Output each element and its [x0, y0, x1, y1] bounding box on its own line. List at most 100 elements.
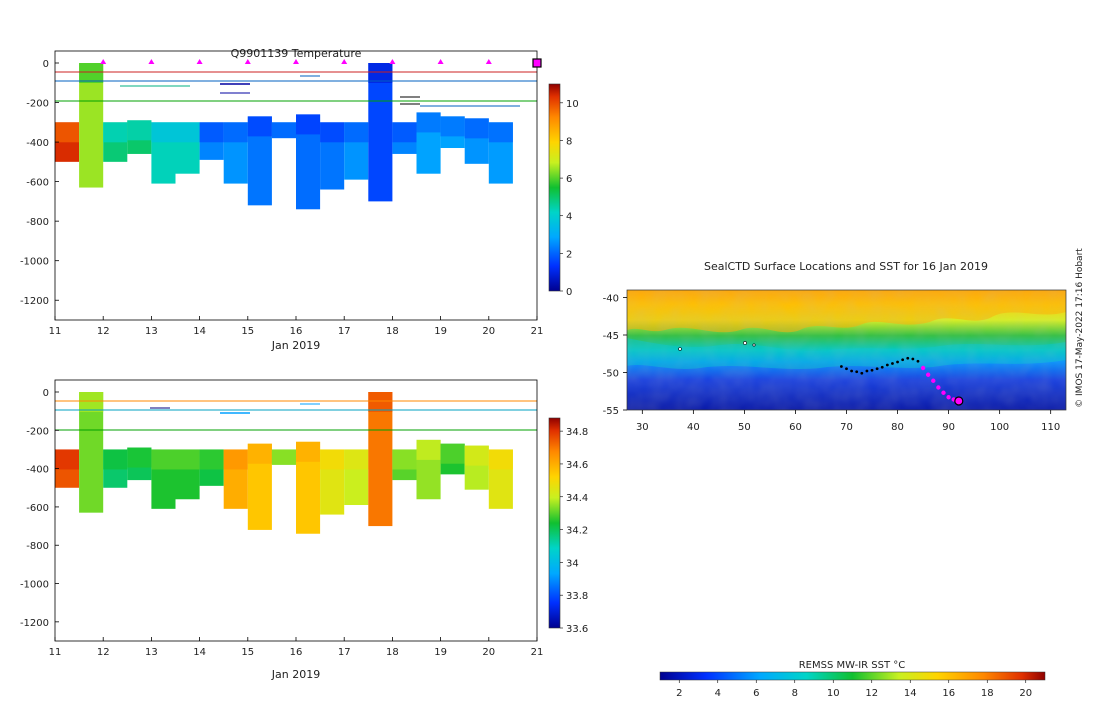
track-point [880, 365, 884, 369]
island [743, 341, 747, 345]
colorbar-tick-label: 34.6 [566, 460, 588, 471]
track-point [850, 369, 854, 373]
profile-cell-band [440, 116, 465, 137]
temperature-profiles [55, 63, 513, 210]
salinity-axes: 0 -200 -400 -600 -800 -1000 -1200 11 12 13 14 15 16 1… [20, 379, 543, 658]
y-tick-label: -400 [26, 138, 49, 149]
temperature-title: Q9901139 Temperature [231, 47, 362, 60]
y-tick-label: -800 [26, 541, 49, 552]
track-point-recent [931, 378, 936, 383]
y-tick-label: -400 [26, 465, 49, 476]
x-tick-label: 16 [290, 326, 303, 337]
temperature-thin-lines [55, 71, 537, 107]
map-x-tick-label: 70 [840, 422, 853, 433]
profile-cell-band [127, 120, 152, 141]
y-tick-label: -200 [26, 99, 49, 110]
profile-marker [148, 59, 155, 64]
profile-cell-band [344, 449, 369, 470]
profile-cell [79, 392, 104, 513]
profile-cell-band [223, 122, 248, 143]
y-tick-label: -200 [26, 426, 49, 437]
salinity-thin-lines [55, 400, 537, 431]
x-tick-label: 17 [338, 647, 351, 658]
map-x-tick-label: 100 [990, 422, 1009, 433]
x-tick-label: 18 [386, 647, 399, 658]
track-point-recent [920, 365, 926, 371]
profile-marker [100, 59, 107, 64]
x-tick-label: 13 [145, 647, 158, 658]
track-point-recent [936, 385, 941, 390]
sst-colorbar-tick-label: 16 [942, 688, 955, 699]
profile-markers [100, 58, 542, 68]
colorbar-tick-label: 0 [566, 287, 572, 298]
colorbar-tick-label: 34.8 [566, 427, 588, 438]
track-point [870, 368, 874, 372]
x-tick-label: 21 [531, 326, 544, 337]
x-tick-label: 12 [97, 647, 110, 658]
y-tick-label: -1000 [20, 580, 49, 591]
track-point [896, 360, 899, 364]
colorbar-tick-label: 34.2 [566, 526, 588, 537]
x-tick-label: 13 [145, 326, 158, 337]
x-tick-label: 16 [290, 647, 303, 658]
island [752, 343, 756, 347]
profile-cell-band [416, 112, 441, 133]
x-tick-label: 12 [97, 326, 110, 337]
profile-cell-band [103, 449, 128, 470]
profile-marker [196, 59, 203, 64]
sst-colorbar-tick-label: 6 [753, 688, 759, 699]
colorbar-tick-label: 10 [566, 99, 579, 110]
salinity-profiles [55, 392, 513, 534]
profile-cell-band [247, 116, 272, 137]
map-x-tick-label: 90 [942, 422, 955, 433]
x-tick-label: 14 [193, 647, 206, 658]
temperature-xlabel: Jan 2019 [271, 339, 320, 352]
x-tick-label: 11 [49, 647, 62, 658]
profile-cell-band [416, 439, 441, 460]
profile-cell-band [271, 449, 296, 465]
profile-cell-band [199, 449, 224, 470]
profile-cell [368, 63, 393, 202]
track-point [845, 367, 848, 371]
sst-colorbar-ticks: 2 4 6 8 10 12 14 16 18 20 [676, 680, 1032, 699]
profile-marker [389, 59, 396, 64]
y-tick-label: 0 [43, 388, 49, 399]
colorbar-tick-label: 4 [566, 212, 572, 223]
profile-cell-band [440, 443, 465, 464]
sst-colorbar-tick-label: 8 [792, 688, 798, 699]
temperature-colorbar [548, 83, 561, 292]
map-y-tick-label: -55 [603, 406, 619, 417]
profile-cell-band [488, 122, 513, 143]
track-point [911, 357, 915, 361]
islands [678, 341, 756, 351]
profile-cell-band [464, 118, 489, 139]
x-tick-label: 14 [193, 326, 206, 337]
salinity-panel: 0 -200 -400 -600 -800 -1000 -1200 11 12 13 14 15 16 1… [20, 379, 588, 681]
profile-marker [244, 59, 251, 64]
colorbar-tick-label: 6 [566, 174, 572, 185]
track-point [891, 362, 894, 365]
profile-cell-band [103, 122, 128, 143]
map-x-tick-label: 30 [636, 422, 649, 433]
colorbar-tick-label: 2 [566, 249, 572, 260]
profile-marker [293, 59, 299, 64]
temperature-panel: Q9901139 Temperature 0 -200 -400 -600 -800 -1… [20, 47, 579, 352]
track-point [916, 359, 920, 363]
colorbar-tick-label: 33.6 [566, 624, 588, 635]
x-tick-label: 18 [386, 326, 399, 337]
temperature-axes: 0 -200 -400 -600 -800 -1000 -1200 11 12 13 14 15 16 1… [20, 50, 544, 337]
salinity-colorbar-ticks: 33.6 33.8 34 34.2 34.4 34.6 34.8 [560, 427, 588, 635]
map-x-tick-label: 110 [1041, 422, 1060, 433]
profile-cell-band [151, 122, 176, 143]
sst-colorbar-tick-label: 10 [827, 688, 840, 699]
x-tick-label: 19 [434, 326, 447, 337]
profile-marker [437, 59, 444, 64]
x-tick-label: 15 [241, 647, 254, 658]
sst-field [626, 289, 1067, 411]
salinity-colorbar [548, 417, 561, 629]
profile-cell-band [55, 122, 80, 143]
sst-colorbar-tick-label: 4 [715, 688, 721, 699]
profile-cell-band [344, 122, 369, 143]
y-tick-label: -1200 [20, 618, 49, 629]
